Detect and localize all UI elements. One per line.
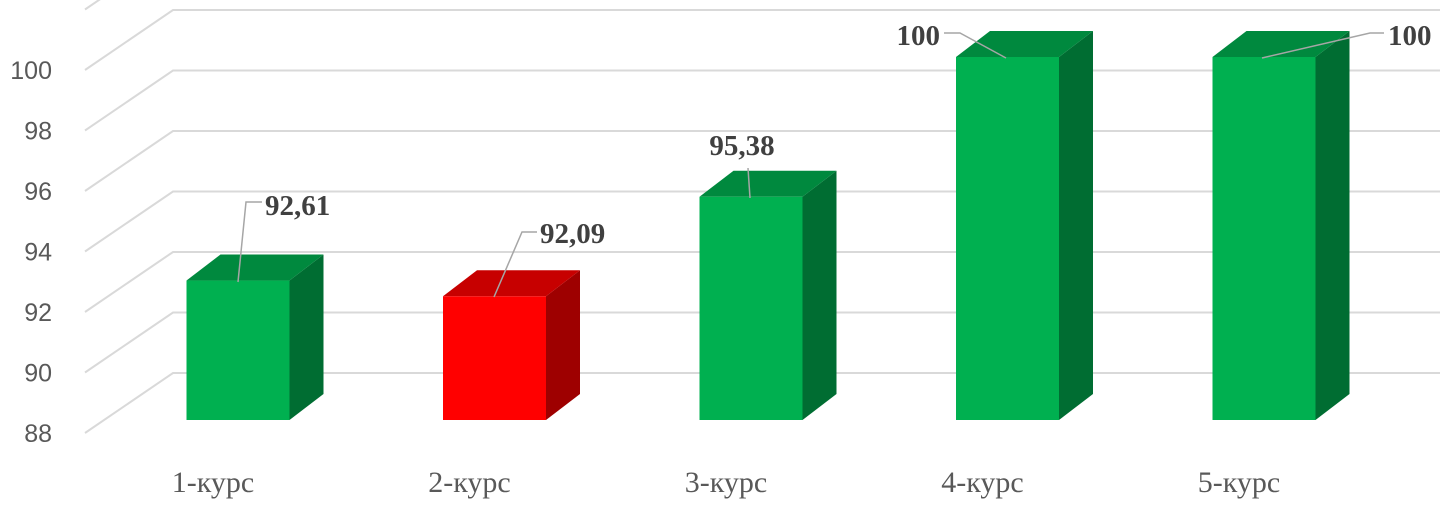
- y-tick-label: 92: [24, 299, 52, 327]
- bar-top: [1212, 31, 1350, 57]
- x-category-label: 2-курс: [428, 466, 510, 499]
- y-tick-label: 90: [24, 360, 52, 388]
- y-tick-label: 100: [10, 57, 52, 85]
- gridline: [84, 0, 101, 11]
- bars: [186, 31, 1350, 420]
- grid-layer: [84, 0, 1440, 434]
- data-label: 95,38: [709, 130, 774, 162]
- bar: [699, 170, 837, 420]
- y-tick-label: 96: [24, 178, 52, 206]
- y-tick-label: 88: [24, 420, 52, 448]
- bar-front: [443, 296, 546, 420]
- bar-top: [443, 270, 580, 297]
- bar-top: [956, 31, 1093, 57]
- x-axis-categories: 1-курс 2-курс 3-курс 4-курс 5-курс: [172, 466, 1280, 499]
- data-label-leader: [493, 231, 537, 298]
- bar-front: [1212, 57, 1316, 420]
- bar: [1212, 31, 1350, 420]
- data-label: 92,09: [540, 218, 605, 250]
- bar-front: [956, 57, 1059, 420]
- bar-front: [699, 196, 803, 420]
- bar-side: [289, 254, 324, 420]
- gridline: [84, 9, 1440, 71]
- bar-side: [1315, 31, 1350, 420]
- bar: [443, 270, 580, 420]
- y-tick-label: 98: [24, 118, 52, 146]
- x-category-label: 4-курс: [941, 466, 1023, 499]
- bar-side: [546, 270, 580, 420]
- y-axis-ticks: 88 90 92 94 96 98 100: [10, 57, 52, 448]
- data-label-leader: [237, 201, 262, 283]
- bar-top: [186, 254, 324, 281]
- data-label: 100: [897, 20, 941, 52]
- y-tick-label: 94: [24, 239, 52, 267]
- data-label: 92,61: [265, 190, 330, 222]
- x-category-label: 5-курс: [1198, 466, 1280, 499]
- data-label: 100: [1388, 20, 1432, 52]
- data-labels: 92,61 92,09 95,38 100 100: [237, 20, 1432, 298]
- data-label-leader: [1261, 32, 1384, 59]
- bar-top: [699, 170, 837, 197]
- bar-side: [1059, 31, 1093, 420]
- bar: [956, 31, 1093, 420]
- data-label-leader: [944, 32, 1007, 59]
- x-category-label: 3-курс: [685, 466, 767, 499]
- bar-front: [186, 280, 290, 420]
- data-label-leader: [747, 167, 751, 199]
- x-category-label: 1-курс: [172, 466, 254, 499]
- bar: [186, 254, 324, 420]
- bar-side: [802, 170, 837, 420]
